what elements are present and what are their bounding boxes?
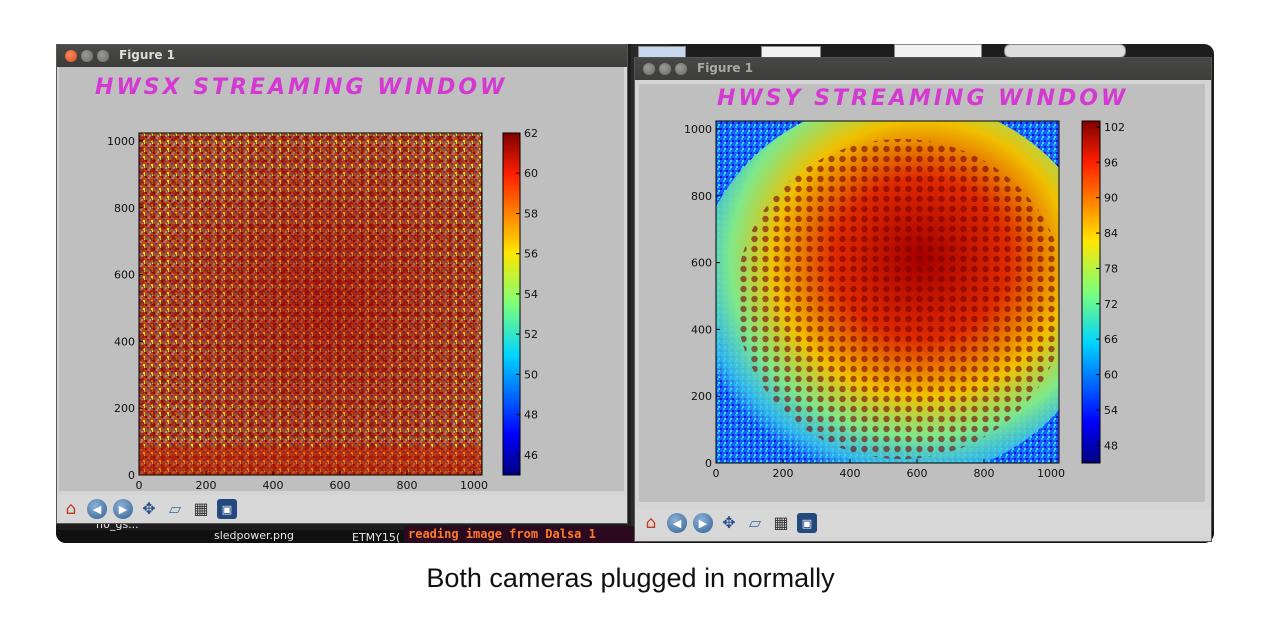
x-tick-label: 400 (262, 479, 283, 491)
save-icon[interactable]: ▣ (217, 499, 237, 519)
colorbar-tick-label: 48 (524, 409, 538, 422)
colorbar-tick-label: 48 (1104, 439, 1118, 452)
y-tick-label: 0 (128, 469, 135, 482)
x-tick-label: 200 (772, 467, 793, 480)
colorbar (502, 132, 521, 476)
window-title: Figure 1 (697, 61, 754, 75)
navigation-toolbar: ⌂ ◀ ▶ ✥ ▱ ▦ ▣ (57, 495, 627, 523)
plot-svg: 0 200 400 600 800 1000 0 200 400 600 800 1000 46 48 5… (107, 127, 538, 491)
heatmap-center (139, 133, 482, 475)
title-bar[interactable]: Figure 1 (635, 58, 1211, 80)
x-tick-label: 0 (713, 467, 720, 480)
x-tick-label: 1000 (460, 479, 488, 491)
plot-frame (715, 120, 1060, 464)
back-icon[interactable]: ◀ (87, 499, 107, 519)
maximize-icon[interactable] (97, 50, 109, 62)
x-tick-label: 600 (329, 479, 350, 491)
colorbar-tick-label: 102 (1104, 121, 1125, 134)
y-tick-label: 200 (114, 402, 135, 415)
x-tick-label: 0 (136, 479, 143, 491)
y-tick-label: 400 (114, 335, 135, 348)
y-tick-label: 1000 (107, 135, 135, 148)
forward-icon[interactable]: ▶ (113, 499, 133, 519)
home-icon[interactable]: ⌂ (65, 498, 77, 519)
zoom-icon[interactable]: ▱ (168, 499, 182, 518)
image-plot (138, 132, 483, 476)
y-tick-label: 800 (691, 190, 712, 203)
x-tick-label: 200 (195, 479, 216, 491)
terminal-output: reading image from Dalsa 1 (404, 526, 648, 543)
colorbar-tick-label: 90 (1104, 192, 1118, 205)
slide-caption: Both cameras plugged in normally (426, 563, 835, 593)
forward-icon[interactable]: ▶ (693, 513, 713, 533)
handwritten-annotation: HWSX STREAMING WINDOW (95, 75, 508, 100)
colorbar (1081, 120, 1101, 464)
figure-canvas: HWSY STREAMING WINDOW (639, 84, 1205, 502)
handwritten-annotation: HWSY STREAMING WINDOW (717, 86, 1129, 111)
zoom-icon[interactable]: ▱ (748, 513, 762, 532)
colorbar-tick-label: 54 (1104, 404, 1118, 417)
y-tick-label: 200 (691, 390, 712, 403)
y-tick-label: 800 (114, 202, 135, 215)
colorbar-tick-label: 58 (524, 207, 538, 220)
x-tick-label: 400 (839, 467, 860, 480)
close-icon[interactable] (643, 63, 655, 75)
pan-icon[interactable]: ✥ (142, 499, 156, 518)
y-tick-label: 600 (691, 257, 712, 270)
back-icon[interactable]: ◀ (667, 513, 687, 533)
maximize-icon[interactable] (675, 63, 687, 75)
colorbar-tick-label: 60 (524, 167, 538, 180)
subplots-icon[interactable]: ▦ (773, 513, 789, 532)
x-tick-label: 800 (396, 479, 417, 491)
hexagonal-spot-pattern (736, 139, 1059, 459)
window-title: Figure 1 (119, 48, 176, 62)
colorbar-tick-label: 72 (1104, 298, 1118, 311)
minimize-icon[interactable] (81, 50, 93, 62)
close-icon[interactable] (65, 50, 77, 62)
colorbar-tick-label: 62 (524, 127, 538, 140)
x-tick-label: 600 (906, 467, 927, 480)
navigation-toolbar: ⌂ ◀ ▶ ✥ ▱ ▦ ▣ (635, 509, 1211, 537)
file-label-2: ETMY15( (352, 531, 401, 543)
colorbar-tick-label: 60 (1104, 369, 1118, 382)
subplots-icon[interactable]: ▦ (193, 499, 209, 518)
y-tick-label: 1000 (684, 123, 712, 136)
hwsy-figure-window[interactable]: Figure 1 HWSY STREAMING WINDOW (634, 57, 1212, 542)
figure-canvas: HWSX STREAMING WINDOW (59, 67, 624, 491)
colorbar-tick-label: 96 (1104, 156, 1118, 169)
x-tick-label: 1000 (1037, 467, 1065, 480)
x-tick-label: 800 (973, 467, 994, 480)
title-bar[interactable]: Figure 1 (57, 45, 627, 67)
plot-svg: 0 200 400 600 800 1000 0 200 400 600 800 1000 48 54 6… (684, 120, 1125, 480)
colorbar-tick-label: 52 (524, 328, 538, 341)
colorbar-tick-label: 78 (1104, 262, 1118, 275)
y-tick-label: 0 (705, 457, 712, 470)
hwsx-figure-window[interactable]: Figure 1 HWSX STREAMING WINDOW (56, 44, 628, 524)
image-plot (716, 121, 1059, 463)
y-tick-label: 400 (691, 323, 712, 336)
plot-frame (138, 132, 483, 476)
colorbar-tick-label: 54 (524, 288, 538, 301)
y-tick-label: 600 (114, 269, 135, 282)
heatmap-bottom-band (139, 447, 482, 475)
home-icon[interactable]: ⌂ (645, 512, 657, 533)
colorbar-tick-label: 50 (524, 368, 538, 381)
colorbar-tick-label: 84 (1104, 227, 1118, 240)
colorbar-tick-label: 66 (1104, 333, 1118, 346)
pan-icon[interactable]: ✥ (722, 513, 736, 532)
save-icon[interactable]: ▣ (797, 513, 817, 533)
colorbar-tick-label: 56 (524, 248, 538, 261)
colorbar-tick-label: 46 (524, 449, 538, 462)
background-thumbnail (1004, 44, 1126, 58)
minimize-icon[interactable] (659, 63, 671, 75)
file-label: sledpower.png (214, 529, 294, 542)
